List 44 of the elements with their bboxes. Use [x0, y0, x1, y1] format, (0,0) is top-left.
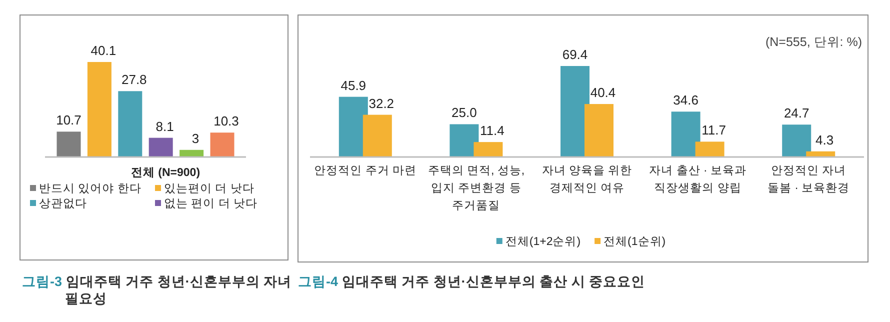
x-tick-label: 안정적인 자녀 돌봄 · 보육환경: [767, 165, 850, 194]
data-label: 40.1: [90, 43, 116, 58]
bar: [474, 142, 503, 157]
data-label: 25.0: [452, 105, 477, 120]
bar: [695, 142, 724, 157]
legend-label: 전체(1+2순위): [505, 236, 581, 248]
data-label: 45.9: [340, 78, 366, 93]
bar: [87, 62, 112, 157]
data-label: 32.2: [368, 96, 394, 111]
x-tick-label: 주택의 면적, 성능, 입지 주변환경 등 주거품질: [428, 165, 525, 212]
legend-label: 있는편이 더 낫다: [164, 183, 254, 195]
legend-label: 전체(1순위): [604, 236, 666, 248]
data-label: 4.3: [816, 132, 834, 148]
text: 그림-4 임대주택 거주 청년·신혼부부의 출산 시 중요요인: [298, 274, 646, 289]
x-axis-title: 전체 (N=900): [130, 166, 200, 179]
legend-label: 상관없다: [39, 198, 87, 210]
data-label: 11.4: [480, 123, 504, 138]
bar: [180, 150, 204, 157]
bar: [450, 124, 479, 157]
data-label: 34.6: [673, 92, 698, 108]
data-label: 3: [192, 130, 200, 146]
bar: [148, 138, 173, 157]
data-label: 11.7: [702, 122, 726, 138]
bar: [56, 132, 81, 157]
data-label: 24.7: [784, 106, 810, 121]
bar: [210, 132, 234, 157]
data-label: 40.4: [590, 85, 616, 100]
data-label: 8.1: [156, 118, 174, 134]
bar: [584, 104, 614, 157]
x-tick-label: 자녀 양육을 위한 경제적인 여유: [542, 165, 632, 194]
legend-label: 없는 편이 더 낫다: [164, 198, 258, 210]
data-label: 10.7: [56, 112, 82, 128]
x-tick-label: 안정적인 주거 마련: [314, 165, 417, 177]
data-label: 27.8: [121, 72, 147, 88]
x-tick-label: 자녀 출산 · 보육과 직장생활의 양립: [649, 164, 747, 194]
bar: [362, 114, 392, 157]
data-label: 69.4: [562, 47, 588, 62]
data-label: 10.3: [214, 114, 239, 129]
bar: [671, 112, 700, 157]
legend-label: 반드시 있어야 한다: [39, 183, 142, 195]
bar: [782, 124, 812, 157]
text: (N=555, 단위: %): [765, 35, 862, 49]
text: 그림-3 임대주택 거주 청년·신혼부부의 자녀 필요성: [22, 274, 292, 306]
bar: [118, 91, 142, 157]
